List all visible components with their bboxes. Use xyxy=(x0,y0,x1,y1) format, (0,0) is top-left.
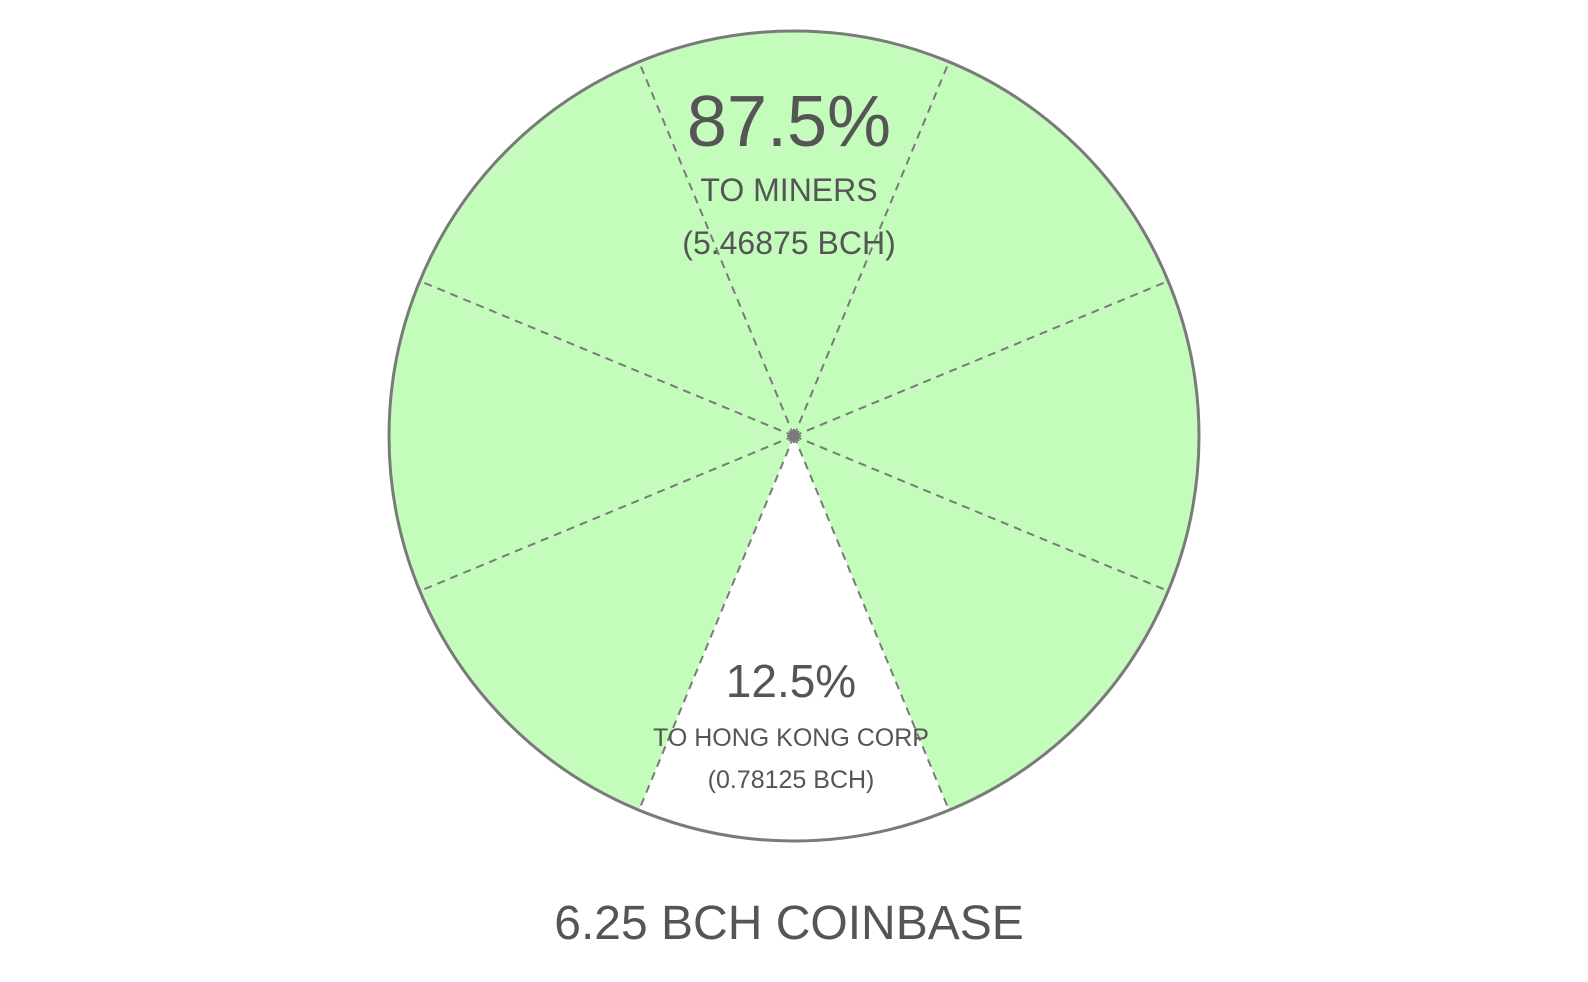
divider-line xyxy=(419,435,795,592)
chart-caption: 6.25 BCH COINBASE xyxy=(554,897,1024,950)
divider-line xyxy=(793,435,1169,592)
hk-corp-name-label: TO HONG KONG CORP xyxy=(653,724,929,752)
divider-line xyxy=(793,61,950,437)
center-mark-stroke xyxy=(788,430,800,442)
pie-slices xyxy=(389,30,1200,841)
divider-line xyxy=(638,435,795,811)
hk-corp-slice xyxy=(639,436,949,841)
divider-line xyxy=(793,280,1169,437)
pie-divider-lines xyxy=(419,61,1169,811)
divider-line xyxy=(638,61,795,437)
pie-center-mark xyxy=(787,429,801,443)
miners-name-label: TO MINERS xyxy=(700,172,877,208)
miners-percent-label: 87.5% xyxy=(687,82,891,162)
miners-slice xyxy=(389,30,1200,811)
hk-corp-amount-label: (0.78125 BCH) xyxy=(708,766,875,794)
divider-line xyxy=(793,435,950,811)
divider-line xyxy=(419,280,795,437)
pie-outline xyxy=(387,29,1201,843)
hk-corp-percent-label: 12.5% xyxy=(726,655,856,707)
miners-amount-label: (5.46875 BCH) xyxy=(682,225,895,261)
